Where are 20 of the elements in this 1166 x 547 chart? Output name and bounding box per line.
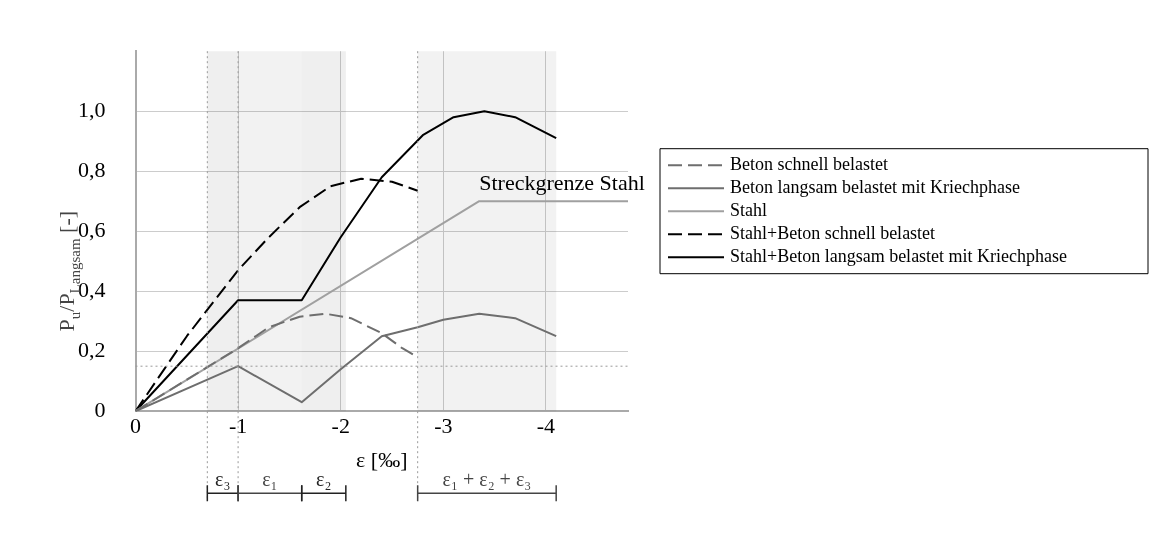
x-tick-label: 0 [130,413,141,439]
legend-label: Stahl [730,199,768,220]
y-tick-label: 0,8 [78,156,106,182]
legend-label: ε₁ [262,468,278,491]
annotation: Streckgrenze Stahl [479,169,645,195]
legend-label: Stahl+Beton langsam belastet mit Kriechphase [730,245,1068,266]
y-tick-label: 1,0 [78,96,106,122]
x-tick-label: -1 [228,413,248,439]
x-tick-label: -3 [434,413,453,439]
y-tick-label: 0 [94,396,106,422]
x-axis-title: ε [‰] [356,446,408,472]
x-tick-label: -4 [536,413,556,439]
legend-label: ε₂ [316,468,332,491]
legend-label: Stahl+Beton schnell belastet [730,222,936,243]
x-tick-label: -2 [331,413,350,439]
y-tick-label: 0,2 [78,336,106,362]
legend-label: Beton schnell belastet [730,153,888,174]
legend-label: ε₁ + ε₂ + ε₃ [442,468,532,491]
legend-label: Beton langsam belastet mit Kriechphase [730,176,1020,197]
legend-label: ε₃ [215,468,231,491]
